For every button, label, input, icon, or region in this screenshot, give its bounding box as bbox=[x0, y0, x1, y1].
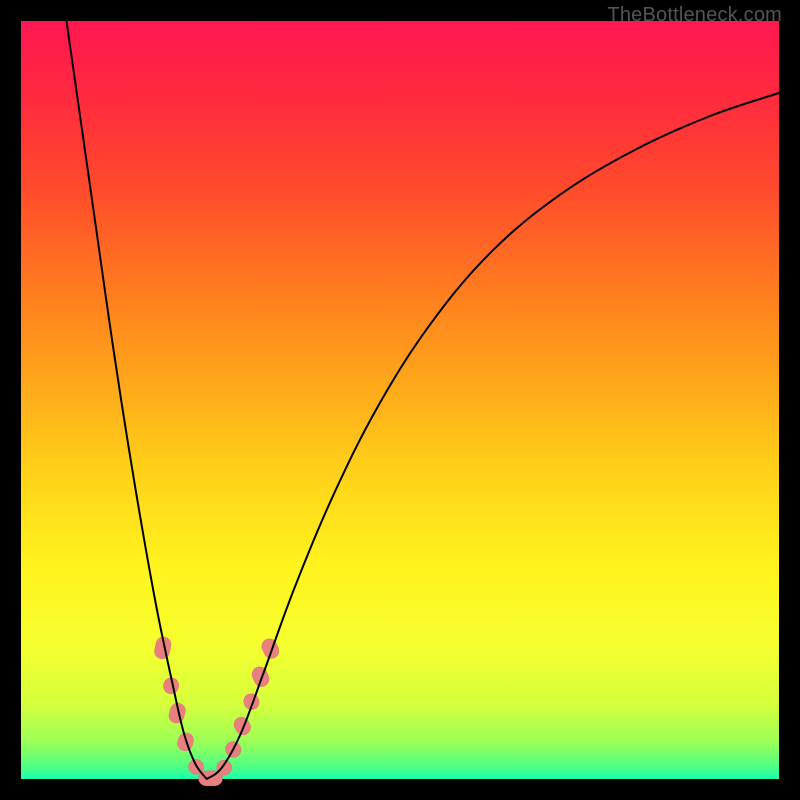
curve-marker bbox=[259, 636, 281, 660]
bottleneck-curve bbox=[66, 21, 779, 779]
watermark-text: TheBottleneck.com bbox=[607, 4, 782, 27]
curve-markers-group bbox=[153, 636, 281, 786]
curve-marker bbox=[250, 664, 272, 688]
curve-overlay-svg bbox=[21, 21, 779, 779]
curve-marker bbox=[231, 714, 253, 737]
image-frame: TheBottleneck.com bbox=[0, 0, 800, 800]
